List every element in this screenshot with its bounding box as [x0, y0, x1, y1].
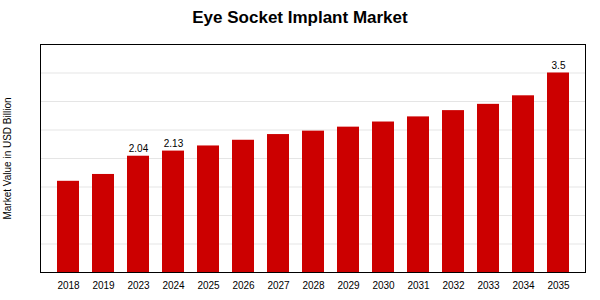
svg-text:Market Value in USD Billion: Market Value in USD Billion: [2, 97, 13, 219]
svg-text:2024: 2024: [162, 280, 185, 291]
svg-text:2.13: 2.13: [164, 138, 184, 149]
svg-text:2033: 2033: [477, 280, 500, 291]
svg-text:3.5: 3.5: [552, 60, 566, 71]
svg-text:2034: 2034: [512, 280, 535, 291]
svg-text:2030: 2030: [372, 280, 395, 291]
svg-text:2028: 2028: [302, 280, 325, 291]
svg-text:2025: 2025: [197, 280, 220, 291]
svg-text:2026: 2026: [232, 280, 255, 291]
svg-text:2029: 2029: [337, 280, 360, 291]
svg-text:2032: 2032: [442, 280, 465, 291]
html-text:Eye Socket Implant Market: Eye Socket Implant Market: [192, 8, 408, 27]
svg-text:2018: 2018: [57, 280, 80, 291]
svg-text:2027: 2027: [267, 280, 290, 291]
svg-text:2035: 2035: [547, 280, 570, 291]
svg-text:2031: 2031: [407, 280, 430, 291]
svg-text:2.04: 2.04: [129, 143, 149, 154]
svg-text:2023: 2023: [127, 280, 150, 291]
svg-text:2019: 2019: [92, 280, 115, 291]
